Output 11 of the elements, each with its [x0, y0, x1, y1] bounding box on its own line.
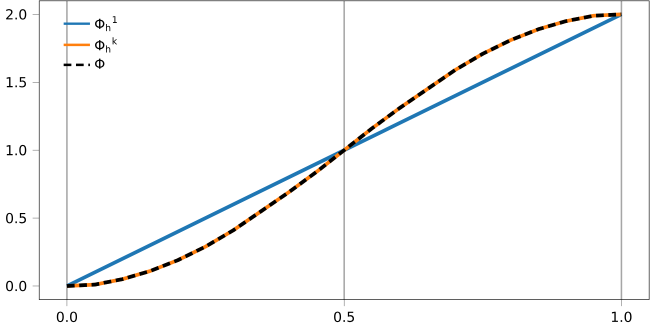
y-tick-label: 1.0 — [6, 144, 26, 156]
y-tick-label: 0.5 — [6, 212, 26, 224]
x-tick-label: 1.0 — [612, 311, 632, 322]
x-tick-label: 0.0 — [56, 311, 78, 322]
y-tick-label: 1.5 — [6, 77, 26, 88]
legend-label: Φ — [95, 58, 104, 69]
legend-label: Φ$_{h}$k — [95, 37, 118, 52]
legend-label: Φ$_{h}$1 — [95, 16, 117, 31]
x-tick-label: 0.5 — [334, 311, 354, 322]
y-tick-label: 0.0 — [6, 280, 26, 292]
y-tick-label: 2.0 — [6, 9, 26, 20]
